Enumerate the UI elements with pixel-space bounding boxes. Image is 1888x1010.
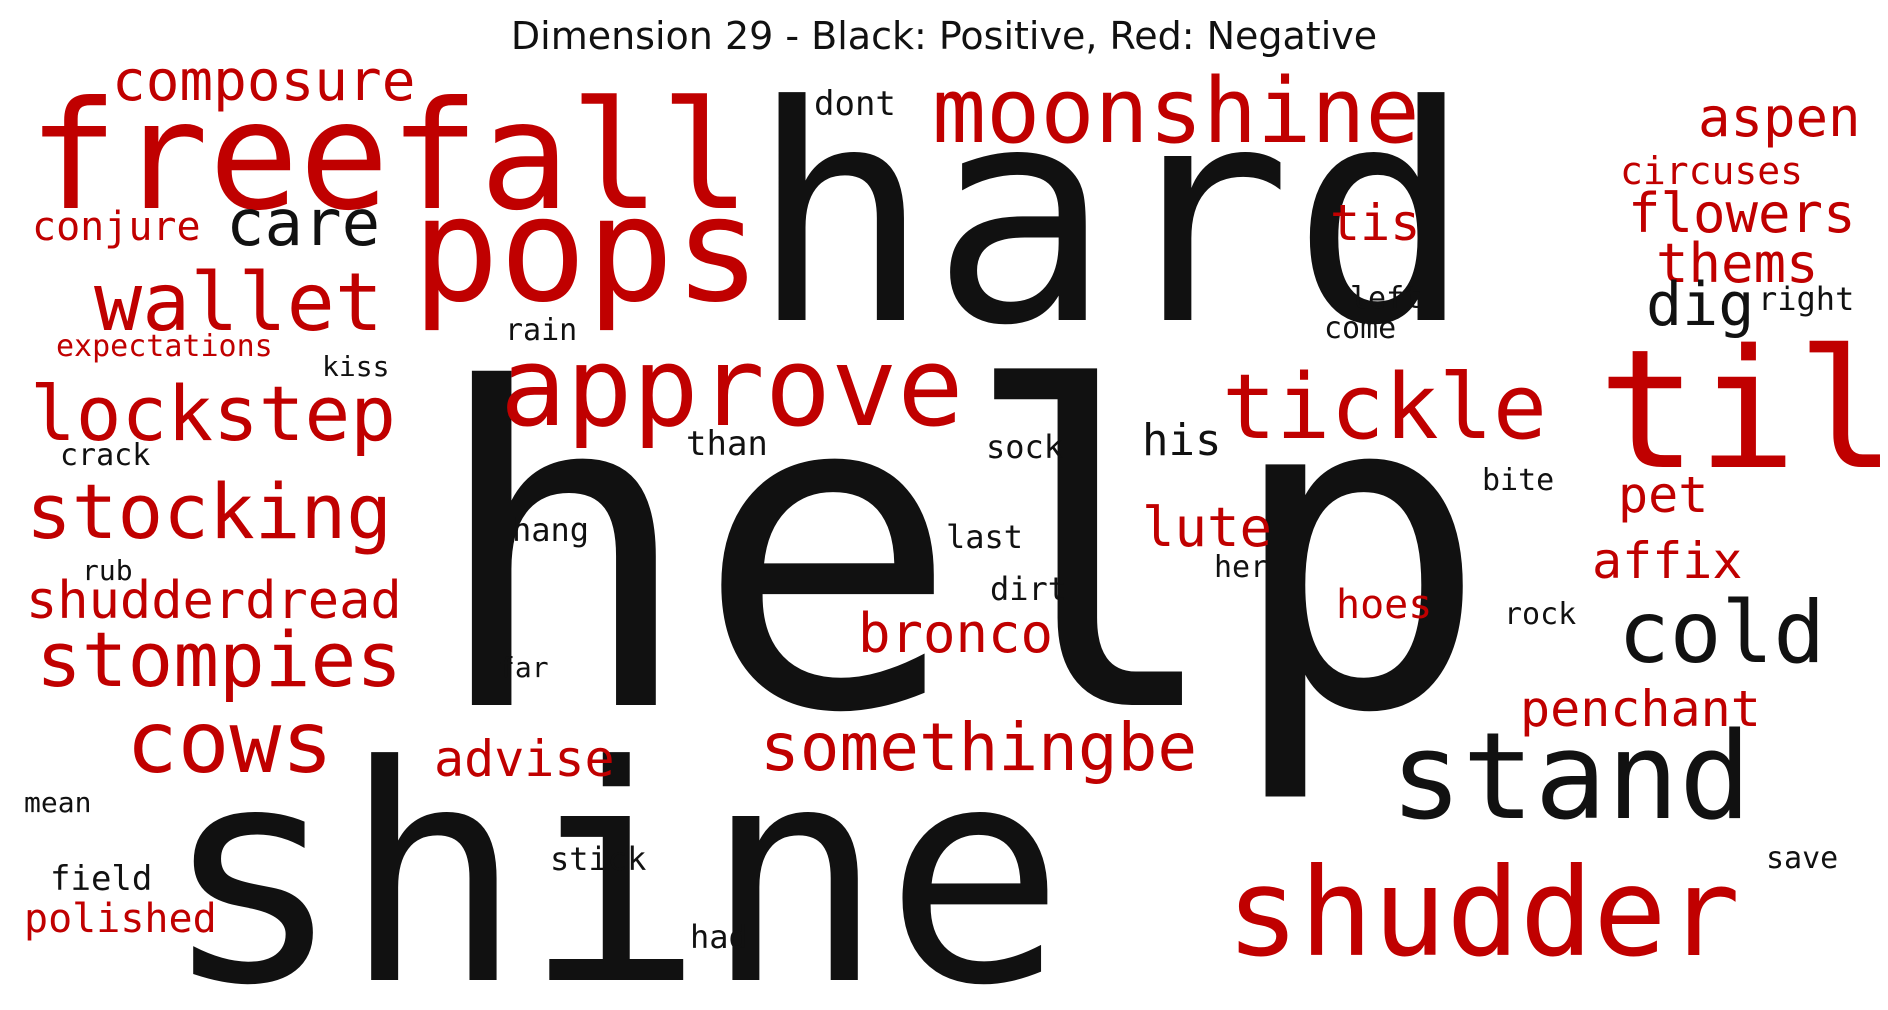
word-hard: hard (750, 42, 1472, 391)
word-left: left (1350, 281, 1422, 316)
word-tickle: tickle (1222, 355, 1547, 460)
word-his: his (1142, 415, 1221, 466)
word-cold: cold (1618, 583, 1825, 683)
word-shine: shine (162, 702, 1065, 1010)
word-dont: dont (814, 84, 896, 124)
word-bronco: bronco (858, 602, 1053, 665)
word-right: right (1758, 280, 1854, 318)
word-expectations: expectations (56, 329, 273, 364)
word-penchant: penchant (1520, 680, 1761, 738)
word-far: far (498, 651, 549, 684)
word-stocking: stocking (26, 467, 392, 556)
word-dig: dig (1646, 270, 1754, 340)
word-flowers: flowers (1628, 182, 1856, 245)
word-rock: rock (1504, 597, 1576, 632)
word-rub: rub (82, 554, 133, 587)
word-cows: cows (126, 693, 333, 793)
word-freefall: freefall (28, 70, 750, 244)
word-come: come (1324, 311, 1396, 346)
word-approve: approve (500, 323, 964, 451)
word-save: save (1766, 841, 1838, 876)
word-stand: stand (1390, 708, 1751, 847)
word-circuses: circuses (1620, 149, 1803, 193)
word-advise: advise (434, 730, 615, 788)
word-lute: lute (1142, 496, 1272, 559)
word-moonshine: moonshine (932, 59, 1420, 164)
word-last: last (946, 518, 1023, 556)
word-stick: stick (550, 840, 646, 878)
word-aspen: aspen (1698, 86, 1861, 149)
word-than: than (686, 424, 768, 464)
word-her: her (1214, 550, 1268, 585)
word-composure: composure (112, 49, 415, 114)
chart-title: Dimension 29 - Black: Positive, Red: Neg… (510, 14, 1378, 58)
word-sock: sock (986, 428, 1063, 466)
word-crack: crack (60, 438, 150, 473)
word-wallet: wallet (94, 256, 383, 349)
word-shudderdread: shudderdread (26, 571, 402, 631)
word-rain: rain (505, 313, 577, 348)
word-lockstep: lockstep (30, 369, 396, 458)
word-affix: affix (1592, 532, 1743, 590)
word-somethingbe: somethingbe (760, 709, 1197, 786)
word-stompies: stompies (36, 615, 402, 704)
word-conjure: conjure (32, 204, 201, 250)
word-shudder: shudder (1226, 842, 1740, 984)
word-thems: thems (1656, 232, 1819, 295)
word-had: had (690, 918, 748, 956)
word-kiss: kiss (322, 350, 389, 383)
word-pet: pet (1618, 466, 1708, 524)
word-mean: mean (24, 786, 91, 819)
word-til: til (1598, 314, 1888, 506)
word-help: help (430, 297, 1490, 809)
word-hang: hang (512, 511, 589, 549)
word-polished: polished (24, 896, 217, 942)
word-dirt: dirt (990, 570, 1067, 608)
word-hoes: hoes (1336, 582, 1432, 628)
word-pops: pops (412, 166, 761, 335)
word-tis: tis (1330, 194, 1420, 252)
word-care: care (226, 187, 380, 261)
word-field: field (50, 859, 152, 899)
word-bite: bite (1482, 463, 1554, 498)
